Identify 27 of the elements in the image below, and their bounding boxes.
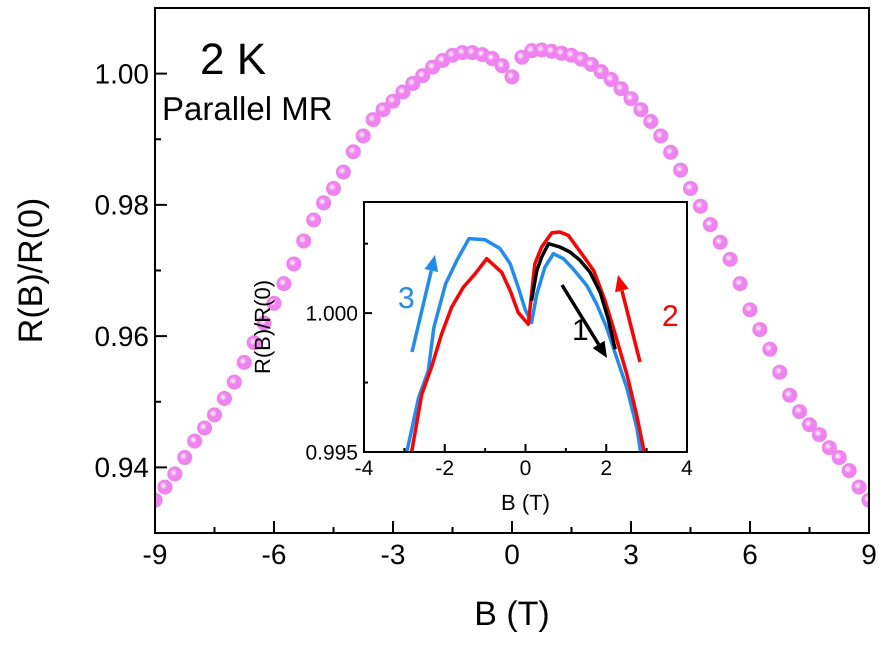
- x-tick-label: -6: [262, 538, 286, 570]
- x-tick-label: 4: [681, 457, 694, 480]
- x-tick-label: -9: [142, 538, 168, 570]
- y-axis-title: R(B)/R(0): [12, 198, 50, 344]
- legend-label: 2: [662, 300, 679, 333]
- series-label: 3: [398, 282, 415, 315]
- y-axis-title: R(B)/R(0): [250, 280, 275, 374]
- y-tick-label: 0.94: [94, 452, 149, 484]
- y-tick-label: 0.98: [94, 190, 149, 221]
- x-axis-title: B (T): [501, 490, 550, 515]
- y-tick-label: 0.995: [305, 441, 358, 464]
- x-tick-label: 9: [861, 538, 877, 570]
- x-tick-label: 3: [623, 538, 639, 570]
- x-axis-title: B (T): [474, 595, 550, 633]
- x-tick-label: -3: [380, 538, 406, 570]
- x-tick-label: 0: [520, 457, 532, 480]
- annotation: Parallel MR: [162, 90, 333, 127]
- y-tick-label: 1.00: [94, 58, 149, 90]
- x-tick-label: 2: [600, 457, 612, 480]
- y-tick-label: 1.000: [305, 302, 358, 326]
- series-label: 1: [572, 314, 589, 347]
- x-tick-label: 0: [504, 538, 520, 570]
- line-series: [530, 242, 617, 351]
- x-tick-label: 6: [742, 538, 758, 570]
- x-tick-label: -2: [435, 457, 454, 480]
- y-tick-label: 0.96: [94, 320, 149, 352]
- annotation: 2 K: [200, 35, 266, 84]
